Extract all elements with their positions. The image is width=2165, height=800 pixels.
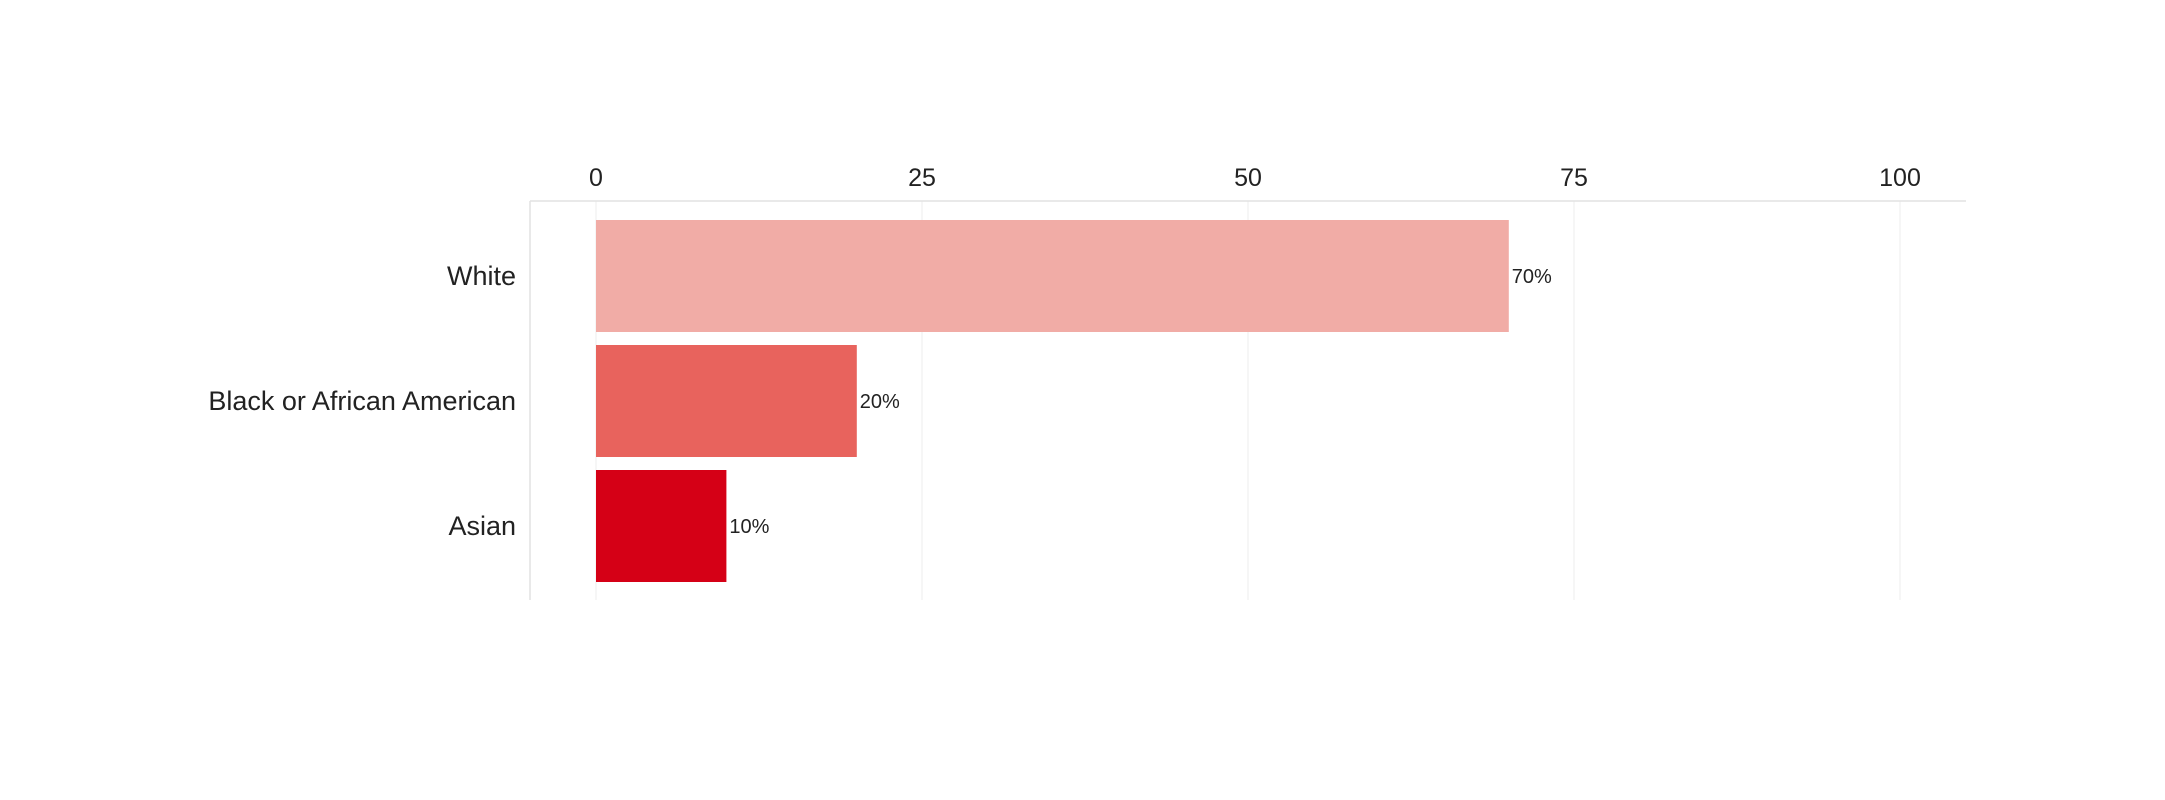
category-label-white: White [447, 261, 516, 291]
bar-white [596, 220, 1509, 332]
axis-frame [529, 200, 1966, 600]
x-axis-ticks: 0 25 50 75 100 [589, 164, 1921, 192]
x-tick-label-25: 25 [908, 164, 936, 192]
x-tick-label-0: 0 [589, 164, 603, 192]
x-tick-label-75: 75 [1560, 164, 1588, 192]
bars [596, 220, 1509, 582]
category-label-asian: Asian [448, 511, 516, 541]
bar-asian [596, 470, 727, 582]
data-labels: 70% 20% 10% [729, 266, 1552, 538]
x-tick-label-100: 100 [1879, 164, 1921, 192]
category-label-black-or-african-american: Black or African American [208, 386, 516, 416]
bar-black-or-african-american [596, 345, 857, 457]
data-label-asian: 10% [729, 516, 769, 538]
data-label-white: 70% [1512, 266, 1552, 288]
category-labels: White Black or African American Asian [208, 261, 516, 541]
data-label-black-or-african-american: 20% [860, 391, 900, 413]
x-tick-label-50: 50 [1234, 164, 1262, 192]
